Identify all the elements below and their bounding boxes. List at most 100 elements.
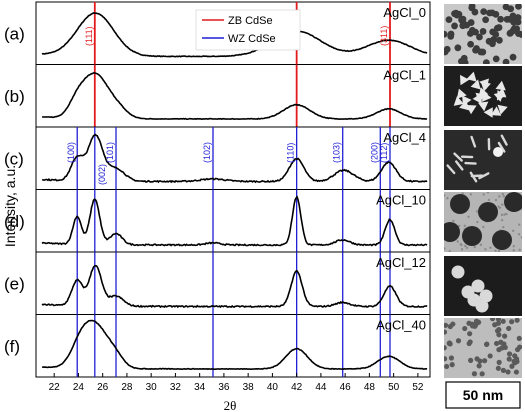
nanoparticle — [506, 325, 512, 332]
nanoparticle — [509, 363, 515, 369]
nanoparticle — [444, 345, 447, 351]
lattice-dot — [500, 218, 504, 222]
lattice-dot — [465, 246, 469, 249]
nanoparticle — [492, 322, 498, 328]
nanoparticle — [480, 8, 488, 16]
nanotriangle — [483, 107, 493, 118]
nanoparticle — [515, 4, 522, 10]
x-tick-label: 36 — [218, 382, 230, 393]
nanoparticle — [516, 335, 522, 342]
wz-reflection-label: (200) — [369, 142, 379, 163]
xrd-curve — [42, 319, 428, 371]
x-axis-title: 2θ — [224, 398, 237, 412]
x-tick-label: 32 — [170, 382, 182, 393]
lattice-dot — [494, 198, 498, 202]
nanoparticle — [495, 24, 503, 31]
panel-letter: (d) — [4, 212, 25, 231]
nanosphere — [462, 226, 482, 246]
lattice-dot — [494, 249, 497, 252]
lattice-dot — [503, 213, 506, 216]
nanoparticle — [468, 4, 476, 12]
zb-reflection-label: (111) — [84, 26, 94, 46]
nanoparticle — [476, 363, 482, 369]
lattice-dot — [487, 198, 491, 202]
zb-reflection-label: (311) — [379, 26, 389, 46]
panel-f: (f) AgCl_40 — [4, 314, 431, 378]
lattice-dot — [448, 250, 451, 252]
x-axis: 22 24 26 28 30 32 34 36 38 40 42 44 46 48 50 52 — [49, 373, 424, 393]
nanotriangle — [490, 106, 502, 116]
lattice-dot — [512, 249, 515, 252]
nanoparticle — [484, 341, 490, 347]
legend: ZB CdSe WZ CdSe — [195, 9, 301, 51]
x-tick-label: 30 — [146, 382, 158, 393]
nanoparticle — [475, 319, 482, 325]
sample-label: AgCl_0 — [383, 5, 426, 20]
nanoparticle — [467, 40, 475, 48]
nanoparticle — [509, 319, 515, 325]
nanoparticle — [500, 318, 506, 324]
nanoparticle — [462, 325, 468, 332]
nanorod — [469, 171, 478, 183]
nanoparticle — [506, 351, 513, 357]
nanosphere — [451, 265, 465, 279]
nanoparticle — [444, 322, 449, 328]
panel-c: (c) AgCl_4 (100) (002)(101) (102) (110) (103) (… — [4, 126, 431, 190]
nanoparticle — [505, 369, 511, 375]
wz-reflection-label: (110) — [286, 143, 296, 163]
x-tick-label: 52 — [412, 382, 424, 393]
nanoparticle — [487, 353, 493, 359]
x-tick-label: 34 — [194, 382, 206, 393]
xrd-panels: (a)AgCl_0(111)(220)(311)(b)AgCl_1(c)AgCl… — [4, 1, 431, 378]
nanoparticle — [482, 16, 490, 24]
nanoparticle — [510, 25, 518, 33]
nanoparticle — [455, 338, 462, 344]
nanoparticle — [453, 11, 461, 19]
nanotriangle — [479, 78, 489, 89]
nanoparticle — [449, 362, 455, 368]
nanoparticle — [448, 355, 455, 361]
nanoparticle — [511, 358, 517, 364]
nanorod — [500, 134, 508, 146]
tem-image — [444, 66, 522, 126]
nanoparticle — [493, 340, 500, 347]
x-tick-label: 42 — [291, 382, 303, 393]
lattice-dot — [463, 224, 467, 228]
nanotriangle — [456, 88, 467, 99]
lattice-dot — [501, 203, 504, 206]
x-tick-label: 48 — [364, 382, 376, 393]
scale-bar: 50 nm — [445, 381, 521, 409]
panel-letter: (e) — [4, 274, 25, 293]
nanoparticle — [498, 339, 504, 345]
nanoparticle — [514, 318, 520, 323]
nanoparticle — [467, 19, 475, 26]
tem-image-column — [444, 4, 522, 378]
nanotriangle — [497, 104, 508, 115]
panel-b: (b) AgCl_1 — [4, 64, 431, 128]
lattice-dot — [505, 212, 508, 216]
nanotriangle — [478, 101, 489, 112]
nanoparticle — [467, 331, 473, 337]
nanorod — [455, 160, 464, 171]
lattice-dot — [511, 229, 515, 233]
xrd-curve — [41, 195, 428, 247]
nanoparticle — [469, 323, 476, 329]
nanoparticle — [495, 36, 503, 44]
nanorod — [446, 164, 456, 175]
x-tick-label: 46 — [340, 382, 352, 393]
lattice-dot — [475, 210, 479, 213]
nanoparticle — [471, 371, 478, 377]
nanoparticle — [482, 59, 490, 64]
lattice-dot — [500, 213, 504, 217]
lattice-dot — [502, 226, 505, 229]
nanotriangle — [496, 87, 507, 98]
xrd-curve — [41, 133, 428, 184]
sample-label: AgCl_4 — [383, 130, 426, 145]
nanoparticle — [496, 332, 502, 338]
nanotriangle — [453, 96, 464, 106]
panel-letter: (c) — [4, 149, 24, 168]
sample-label: AgCl_12 — [376, 255, 426, 270]
lattice-dot — [469, 193, 473, 196]
nanoparticle — [495, 365, 501, 371]
nanosphere — [475, 299, 489, 313]
